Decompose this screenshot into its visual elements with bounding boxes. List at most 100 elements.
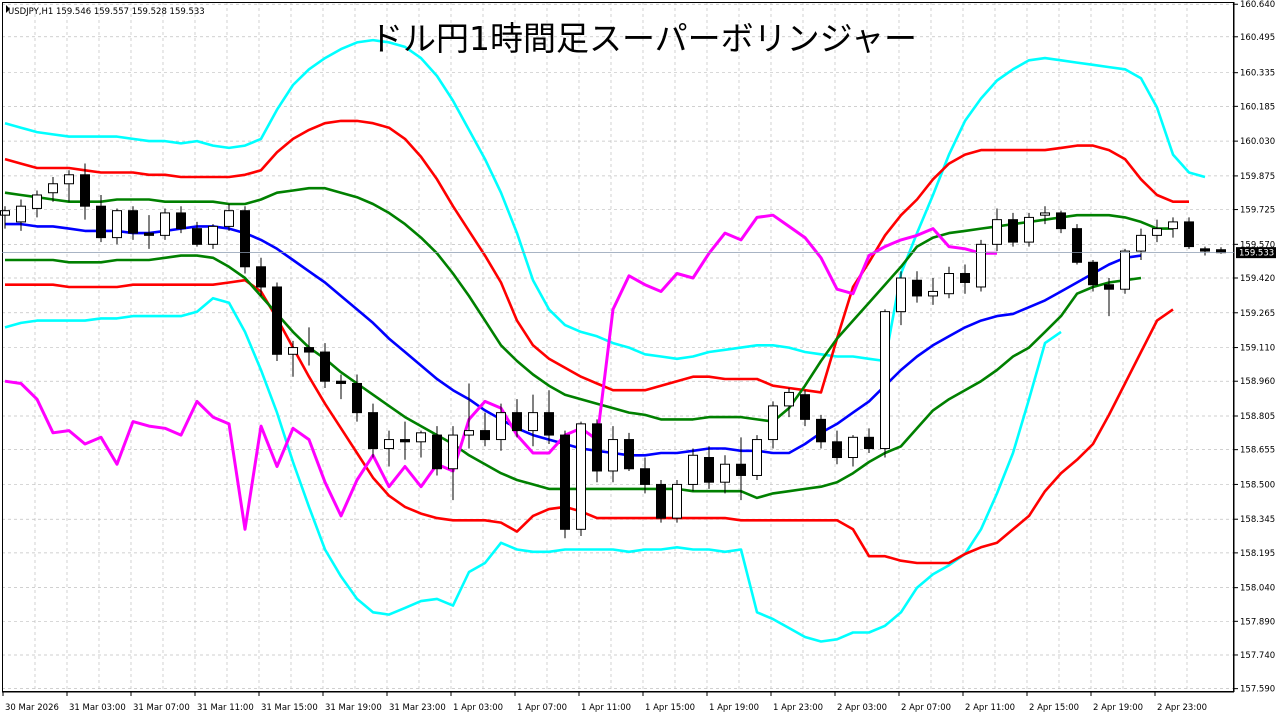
- candle: [48, 177, 58, 202]
- candle-body: [880, 311, 890, 450]
- candle: [1088, 260, 1098, 292]
- candle-body: [32, 194, 42, 209]
- time-tick-label: 31 Mar 19:00: [325, 703, 382, 713]
- time-tick-label: 1 Apr 03:00: [453, 703, 503, 713]
- candle: [704, 446, 714, 489]
- candle: [752, 435, 762, 480]
- candle: [848, 435, 858, 467]
- candle: [896, 271, 906, 326]
- candle-body: [224, 210, 234, 227]
- time-tick-label: 1 Apr 07:00: [517, 703, 567, 713]
- candle-body: [304, 347, 314, 353]
- candle-body: [448, 434, 458, 470]
- symbol-indicator-icon: [6, 5, 10, 13]
- time-axis-labels: 30 Mar 2026 31 Mar 03:00 31 Mar 07:00 31 Ma…: [2, 692, 1207, 713]
- candle: [800, 390, 810, 427]
- time-tick-label: 2 Apr 07:00: [901, 703, 951, 713]
- candle: [816, 414, 826, 449]
- price-tick-label: 159.420: [1240, 274, 1275, 284]
- candle-body: [688, 454, 698, 485]
- candle: [1200, 246, 1210, 256]
- candle: [832, 430, 842, 465]
- candle: [720, 455, 730, 494]
- candle-body: [160, 212, 170, 236]
- candle-body: [704, 457, 714, 483]
- candle-body: [912, 279, 922, 297]
- candle-body: [720, 463, 730, 483]
- candle-body: [1184, 221, 1194, 248]
- candle-body: [384, 439, 394, 450]
- candle: [160, 208, 170, 240]
- candle: [384, 430, 394, 467]
- price-tick-label: 160.640: [1240, 0, 1275, 10]
- candle-body: [208, 225, 218, 245]
- candle-body: [144, 232, 154, 236]
- candle-body: [496, 412, 506, 441]
- candle: [336, 374, 346, 400]
- candle: [1056, 210, 1066, 234]
- candle-body: [640, 468, 650, 485]
- candle: [992, 208, 1002, 252]
- candle-body: [432, 434, 442, 470]
- current-price-label: 159.533: [1239, 249, 1274, 259]
- candle-body: [256, 266, 266, 288]
- candle: [16, 199, 26, 231]
- candle: [480, 412, 490, 447]
- candle: [656, 479, 666, 523]
- candle-body: [400, 439, 410, 443]
- time-tick-label: 2 Apr 11:00: [965, 703, 1015, 713]
- candle-body: [864, 436, 874, 450]
- candle-body: [128, 210, 138, 234]
- time-tick-label: 2 Apr 23:00: [1157, 703, 1207, 713]
- candle: [640, 457, 650, 494]
- price-tick-label: 159.725: [1240, 206, 1275, 216]
- candle: [368, 403, 378, 458]
- candle-body: [576, 423, 586, 530]
- candle: [928, 278, 938, 305]
- price-tick-label: 159.570: [1240, 240, 1275, 250]
- sigma2-upper-line: [4, 119, 1189, 394]
- candle: [288, 340, 298, 377]
- time-tick-label: 2 Apr 03:00: [837, 703, 887, 713]
- sigma1-lower-line: [5, 254, 1142, 500]
- candle: [112, 208, 122, 245]
- time-tick-label: 2 Apr 15:00: [1029, 703, 1079, 713]
- candle-body: [192, 228, 202, 245]
- candle: [448, 426, 458, 501]
- candle: [240, 206, 250, 274]
- price-axis-labels: 160.640 160.495 160.335 160.185 160.030 159.8…: [1234, 0, 1275, 695]
- candle: [1040, 206, 1050, 225]
- candle: [768, 401, 778, 449]
- candle-body: [1104, 284, 1114, 290]
- candle: [432, 426, 442, 476]
- time-tick-label: 1 Apr 11:00: [581, 703, 631, 713]
- candle: [400, 421, 410, 460]
- candle-body: [528, 412, 538, 432]
- candle: [304, 327, 314, 366]
- candle-body: [896, 277, 906, 313]
- candle: [208, 224, 218, 249]
- candle: [1104, 278, 1114, 317]
- candle-body: [16, 205, 26, 223]
- candle-body: [784, 391, 794, 407]
- candle-body: [1152, 228, 1162, 236]
- candle-body: [848, 436, 858, 459]
- candle-body: [832, 441, 842, 459]
- candle: [1072, 224, 1082, 265]
- candle-body: [0, 210, 10, 216]
- candle: [320, 343, 330, 388]
- candle-body: [976, 243, 986, 288]
- candle: [256, 257, 266, 296]
- candle-body: [288, 347, 298, 355]
- time-tick-label: 1 Apr 23:00: [773, 703, 823, 713]
- price-tick-label: 160.495: [1240, 33, 1275, 43]
- sigma2-lower-line: [5, 278, 1174, 565]
- candle-body: [560, 434, 570, 530]
- candle: [880, 309, 890, 458]
- candle-body: [1088, 261, 1098, 286]
- candle: [944, 266, 954, 299]
- candle: [1024, 212, 1034, 247]
- price-tick-label: 158.195: [1240, 549, 1275, 559]
